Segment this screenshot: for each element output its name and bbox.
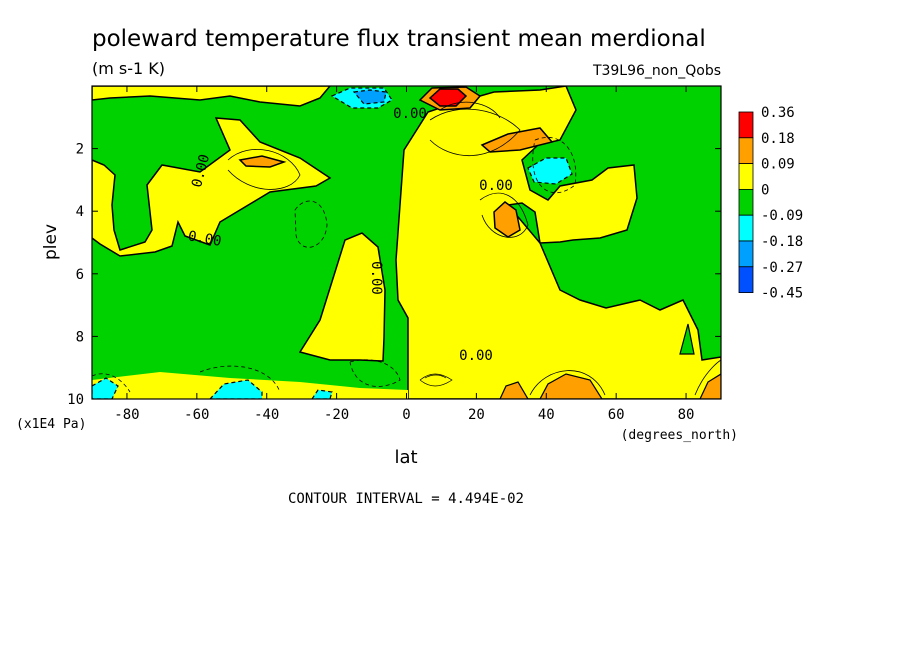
x-axis: -80 -60 -40 -20 0 20 40 60 80 (114, 86, 694, 423)
colorbar-label: 0.09 (761, 157, 795, 173)
x-tick-label: -40 (254, 407, 279, 423)
cyan-region-bottom-25s (311, 389, 333, 399)
contour-labels: 0.00 0.00 0.00 0.00 0.00 0.00 (187, 106, 513, 364)
cyan-region-40n (527, 157, 573, 185)
x-tick-label: 40 (538, 407, 555, 423)
colorbar-label: 0 (761, 182, 769, 198)
orange-region-bottom-25n (499, 381, 529, 399)
experiment-label: T39L96_non_Qobs (592, 63, 721, 79)
negative-contour-lines (92, 137, 577, 393)
contour-label: 0.00 (187, 228, 223, 250)
orange-region-25n (493, 201, 521, 238)
x-tick-label: 60 (608, 407, 625, 423)
y-tick-label: 10 (67, 392, 84, 408)
colorbar-label: 0.18 (761, 131, 795, 147)
x-tick-label: -60 (184, 407, 209, 423)
colorbar-label: -0.45 (761, 286, 803, 302)
orange-region-bottom-85n (699, 373, 721, 399)
contour-interval-note: CONTOUR INTERVAL = 4.494E-02 (288, 491, 524, 507)
red-region-top (428, 88, 468, 107)
x-axis-units: (degrees_north) (621, 428, 738, 443)
colorbar-label: -0.18 (761, 234, 803, 250)
x-tick-label: -20 (324, 407, 349, 423)
colorbar-label: -0.09 (761, 208, 803, 224)
cyan-region-bottom-50s (209, 379, 263, 399)
colorbar-swatch (738, 163, 754, 190)
y-tick-label: 8 (76, 329, 84, 345)
contour-label: 0.00 (459, 348, 493, 364)
y-tick-label: 2 (76, 142, 84, 158)
x-tick-label: -80 (114, 407, 139, 423)
positive-region-upper-sh (92, 117, 332, 257)
positive-region-top-left (92, 86, 331, 107)
y-axis: 2 4 6 8 10 (67, 142, 721, 408)
x-tick-label: 0 (402, 407, 410, 423)
cyan-region-bottom-left (92, 377, 119, 399)
contour-label: 0.00 (479, 178, 513, 194)
orange-region-bottom-45n (539, 373, 603, 399)
contour-label: 0.00 (393, 106, 427, 122)
colorbar-swatch (738, 188, 754, 216)
chart-title: poleward temperature flux transient mean… (92, 26, 706, 52)
colorbar-swatch (738, 266, 754, 293)
chart-units: (m s-1 K) (92, 59, 165, 78)
colorbar-swatch (738, 214, 754, 242)
colorbar-swatch (738, 111, 754, 139)
contour-label: 0.00 (368, 261, 384, 295)
positive-region-tropics-sh (298, 232, 386, 362)
orange-region-50s (238, 155, 287, 168)
y-axis-units: (x1E4 Pa) (16, 417, 86, 432)
colorbar-label: -0.27 (761, 260, 803, 276)
x-tick-label: 80 (678, 407, 695, 423)
green-region-nh-edge (679, 323, 695, 355)
y-axis-label: plev (41, 224, 61, 260)
colorbar-label: 0.36 (761, 105, 795, 121)
colorbar-swatch (738, 137, 754, 165)
contour-field: 0.00 0.00 0.00 0.00 0.00 0.00 (92, 86, 721, 399)
y-tick-label: 4 (76, 204, 84, 220)
x-axis-label: lat (394, 447, 417, 468)
contour-lines (227, 101, 721, 396)
blue-region-top (352, 89, 387, 105)
x-tick-label: 20 (468, 407, 485, 423)
y-tick-label: 6 (76, 267, 84, 283)
colorbar: 0.36 0.18 0.09 0 -0.09 -0.18 -0.27 -0.45 (738, 105, 803, 302)
colorbar-swatch (738, 240, 754, 268)
